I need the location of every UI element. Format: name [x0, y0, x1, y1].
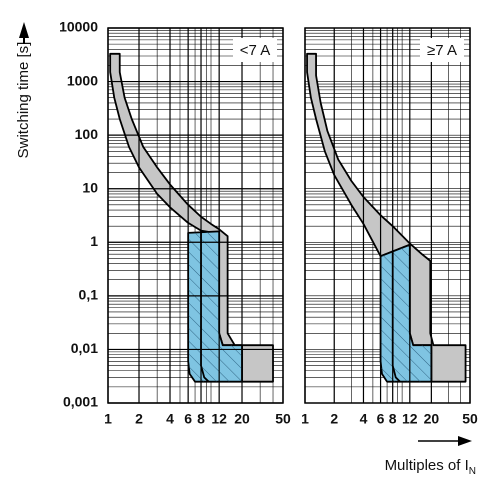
annotation-box: [233, 38, 277, 62]
x-tick-label: 50: [462, 411, 478, 427]
x-tick-label: 6: [184, 411, 192, 427]
panel: 1 2 4 6 8 12 20 500,0010,010,1110100100010000<7…: [59, 19, 291, 427]
y-tick-label: 1000: [67, 72, 98, 88]
x-tick-label: 12: [211, 411, 227, 427]
x-tick-label: 2: [135, 411, 143, 427]
y-tick-label: 10000: [59, 19, 98, 35]
x-tick-label: 20: [234, 411, 250, 427]
y-tick-label: 0,1: [79, 287, 99, 303]
x-axis-label-main: Multiples of I: [385, 457, 469, 474]
y-tick-label: 0,001: [63, 394, 98, 410]
x-tick-label: 6: [377, 411, 385, 427]
x-tick-label: 1: [301, 411, 309, 427]
y-tick-label: 1: [90, 233, 98, 249]
y-axis-arrow: [19, 22, 29, 38]
y-tick-label: 100: [75, 126, 99, 142]
y-tick-label: 0,01: [71, 340, 98, 356]
x-tick-label: 4: [166, 411, 174, 427]
x-tick-label: 8: [389, 411, 397, 427]
x-axis-label-subscript: N: [469, 466, 476, 477]
x-tick-label: 1: [104, 411, 112, 427]
x-tick-label: 20: [424, 411, 440, 427]
y-tick-label: 10: [82, 179, 98, 195]
x-tick-label: 4: [360, 411, 368, 427]
x-tick-label: 8: [197, 411, 205, 427]
band: [109, 52, 274, 383]
x-axis-arrow: [458, 436, 472, 446]
x-tick-label: 50: [275, 411, 291, 427]
x-axis-label: Multiples of IN: [385, 457, 476, 477]
panel: 1 2 4 6 8 12 20 50≥7 A: [301, 27, 478, 427]
annotation: ≥7 A: [427, 42, 457, 59]
x-tick-label: 12: [402, 411, 418, 427]
x-tick-label: 2: [330, 411, 338, 427]
annotation: <7 A: [240, 42, 270, 59]
annotation-box: [420, 38, 464, 62]
y-axis-label: Switching time [s]: [15, 42, 32, 159]
